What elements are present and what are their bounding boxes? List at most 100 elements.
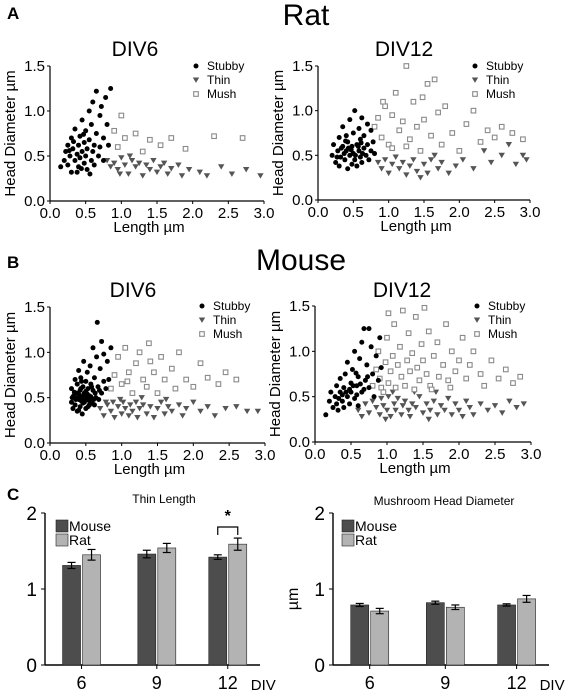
- data-point-stubby: [61, 158, 67, 163]
- data-point-mush: [405, 330, 412, 337]
- data-point-thin: [445, 395, 452, 402]
- data-point-stubby: [101, 158, 106, 163]
- data-point-thin: [138, 395, 145, 401]
- data-point-mush: [520, 136, 526, 143]
- data-point-stubby: [108, 345, 114, 351]
- bar-mouse: [137, 553, 157, 666]
- data-point-mush: [146, 340, 152, 347]
- data-point-stubby: [84, 369, 90, 375]
- x-tick-label: 2.0: [182, 205, 203, 222]
- data-point-mush: [387, 368, 394, 375]
- data-point-mush: [414, 123, 420, 130]
- data-point-thin: [355, 407, 362, 414]
- data-point-thin: [134, 415, 141, 421]
- data-point-thin: [392, 407, 399, 414]
- data-point-stubby: [104, 122, 110, 127]
- y-tick-label: 0.5: [292, 147, 313, 164]
- y-tick-label: 0.0: [24, 193, 45, 210]
- x-tick-label: 3.0: [521, 446, 542, 463]
- data-point-thin: [117, 396, 124, 403]
- data-point-mush: [399, 307, 406, 314]
- data-point-mush: [428, 132, 434, 139]
- data-point-stubby: [86, 108, 92, 114]
- data-point-stubby: [91, 162, 97, 168]
- data-point-thin: [114, 404, 122, 410]
- data-point-mush: [371, 123, 378, 130]
- data-point-thin: [150, 415, 158, 421]
- data-point-thin: [196, 169, 203, 176]
- data-point-thin: [477, 401, 484, 407]
- data-point-thin: [118, 155, 125, 161]
- data-point-mush: [421, 116, 427, 123]
- data-point-mush: [382, 359, 389, 366]
- data-point-thin: [197, 408, 204, 415]
- data-point-thin: [160, 160, 168, 167]
- data-point-stubby: [336, 134, 342, 140]
- legend-label-mush: Mush: [213, 327, 242, 341]
- data-point-stubby: [74, 169, 80, 175]
- data-point-mush: [438, 141, 445, 148]
- data-point-stubby: [84, 146, 90, 152]
- data-point-stubby: [370, 371, 376, 377]
- data-point-stubby: [79, 149, 85, 154]
- data-point-mush: [176, 349, 182, 356]
- data-point-stubby: [366, 157, 372, 163]
- data-point-stubby: [329, 152, 335, 158]
- data-point-stubby: [366, 326, 372, 332]
- data-point-stubby: [108, 86, 114, 91]
- bar-rat: [157, 547, 177, 666]
- x-tick-label: 2.0: [183, 447, 204, 464]
- data-point-thin: [385, 394, 392, 400]
- data-point-mush: [396, 127, 403, 134]
- data-point-stubby: [334, 154, 340, 160]
- plot-title: DIV12: [375, 38, 433, 61]
- data-point-thin: [143, 411, 150, 417]
- data-point-thin: [406, 414, 414, 420]
- y-tick-label: 0.5: [24, 390, 45, 407]
- data-point-mush: [391, 321, 398, 327]
- x-axis-label: DIV: [251, 677, 276, 694]
- data-point-mush: [136, 349, 143, 356]
- data-point-mush: [448, 348, 455, 355]
- data-point-thin: [430, 398, 437, 405]
- data-point-thin: [132, 164, 139, 170]
- data-point-stubby: [97, 113, 103, 118]
- x-axis-label: Length µm: [113, 219, 184, 236]
- data-point-thin: [498, 152, 505, 159]
- data-point-stubby: [76, 142, 82, 148]
- data-point-stubby: [91, 396, 97, 402]
- data-point-thin: [409, 401, 416, 407]
- data-point-stubby: [343, 389, 349, 395]
- data-point-thin: [506, 398, 513, 405]
- data-point-thin: [175, 402, 183, 408]
- data-point-thin: [182, 405, 190, 412]
- x-tick-label: 9: [152, 673, 162, 693]
- data-point-mush: [157, 142, 164, 149]
- data-point-stubby: [58, 164, 64, 170]
- data-point-thin: [437, 403, 445, 409]
- data-point-mush: [416, 377, 423, 384]
- x-axis-label: Length µm: [114, 461, 185, 478]
- plot-title: DIV12: [373, 279, 431, 302]
- data-point-stubby: [354, 392, 360, 398]
- y-tick-label: 1.0: [24, 344, 45, 361]
- data-point-thin: [378, 166, 385, 172]
- data-point-stubby: [101, 378, 107, 384]
- data-point-thin: [122, 405, 129, 412]
- legend-label-mush: Mush: [486, 87, 515, 101]
- data-point-stubby: [89, 384, 95, 390]
- x-axis-label: DIV: [540, 677, 565, 694]
- x-tick-label: 0.0: [40, 205, 61, 222]
- data-point-stubby: [343, 133, 349, 139]
- data-point-stubby: [81, 358, 87, 364]
- data-point-thin: [358, 414, 365, 420]
- data-point-stubby: [328, 389, 334, 395]
- data-point-mush: [459, 334, 466, 341]
- x-axis-label: Length µm: [379, 460, 450, 477]
- data-point-mush: [420, 357, 426, 364]
- data-point-thin: [487, 159, 495, 166]
- y-tick-label: 2: [26, 504, 37, 525]
- data-point-stubby: [355, 374, 361, 380]
- data-point-thin: [162, 396, 170, 403]
- data-point-mush: [404, 357, 411, 364]
